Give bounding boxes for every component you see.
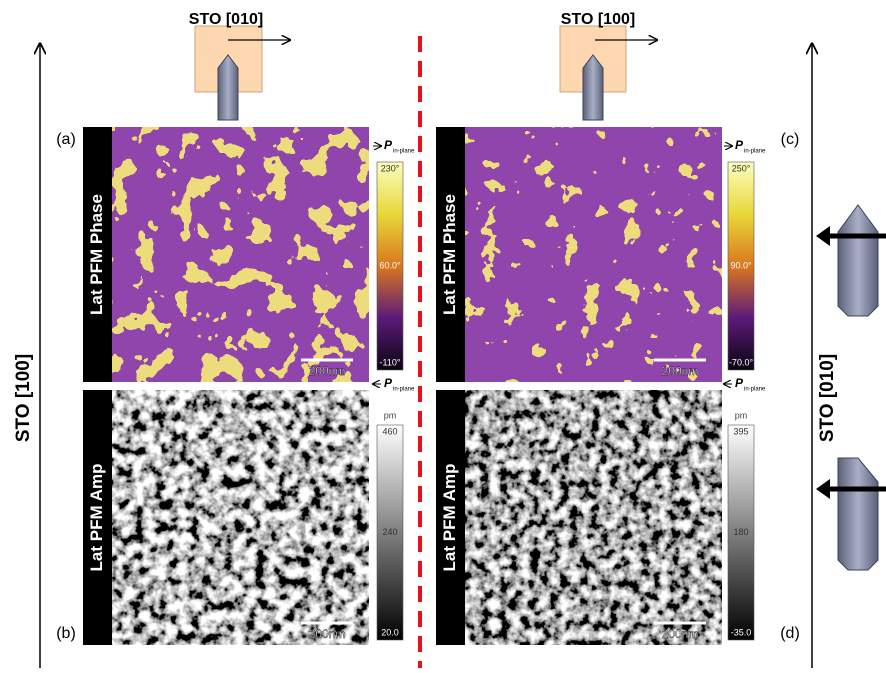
polarization-symbol: P: [384, 138, 393, 152]
colorbar-label: 20.0: [381, 627, 399, 637]
left-axis-label: STO [100]: [13, 354, 34, 442]
top-schematic-left: [194, 25, 290, 121]
pfm-image: [112, 127, 369, 382]
pfm-image: [465, 127, 722, 382]
top-label: STO [100]: [561, 11, 635, 28]
pfm-image: [465, 390, 722, 645]
polarization-symbol: P: [735, 138, 744, 152]
colorbar-label: 180: [733, 527, 748, 537]
colorbar-label: 395: [733, 426, 748, 436]
polarization-symbol: P: [384, 376, 393, 390]
scale-bar-label: 200nm: [662, 364, 699, 378]
scale-bar-label: 200nm: [309, 364, 346, 378]
colorbar-label: 240: [382, 527, 397, 537]
panel-label: Lat PFM Amp: [440, 464, 459, 572]
colorbar: [727, 161, 755, 371]
colorbar-unit: pm: [384, 410, 397, 420]
panel-strip: [436, 390, 465, 645]
right-axis-label: STO [010]: [817, 354, 838, 442]
colorbar: [376, 424, 404, 641]
colorbar-label: 460: [382, 426, 397, 436]
colorbar-unit: pm: [735, 410, 748, 420]
panel-strip: [83, 127, 112, 382]
polarization-subscript: in-plane: [393, 387, 415, 393]
scale-bar-label: 200nm: [662, 627, 699, 641]
top-label: STO [010]: [189, 11, 263, 28]
panel-label: Lat PFM Phase: [87, 194, 106, 315]
polarization-subscript: in-plane: [744, 387, 766, 393]
panel-tag: (c): [781, 131, 800, 148]
panel-tag: (b): [56, 625, 76, 642]
pfm-image: [112, 390, 369, 645]
polarization-subscript: in-plane: [744, 149, 766, 155]
panel-strip: [436, 127, 465, 382]
top-schematic-right: [559, 25, 657, 121]
colorbar-label: 90.0°: [730, 260, 752, 270]
polarization-subscript: in-plane: [393, 149, 415, 155]
colorbar-label: -35.0: [731, 627, 752, 637]
panel-strip: [83, 390, 112, 645]
colorbar: [376, 161, 404, 371]
panel-label: Lat PFM Amp: [87, 464, 106, 572]
panel-label: Lat PFM Phase: [440, 194, 459, 315]
polarization-symbol: P: [735, 376, 744, 390]
panel-tag: (a): [56, 131, 76, 148]
colorbar-label: 60.0°: [379, 260, 401, 270]
colorbar-label: -70.0°: [729, 357, 754, 367]
side-schematic: [816, 204, 886, 571]
colorbar-label: 250°: [732, 163, 751, 173]
panel-tag: (d): [780, 625, 800, 642]
colorbar-label: -110°: [380, 357, 401, 367]
scale-bar-label: 200nm: [309, 627, 346, 641]
colorbar-label: 230°: [381, 163, 400, 173]
colorbar: [727, 424, 755, 641]
